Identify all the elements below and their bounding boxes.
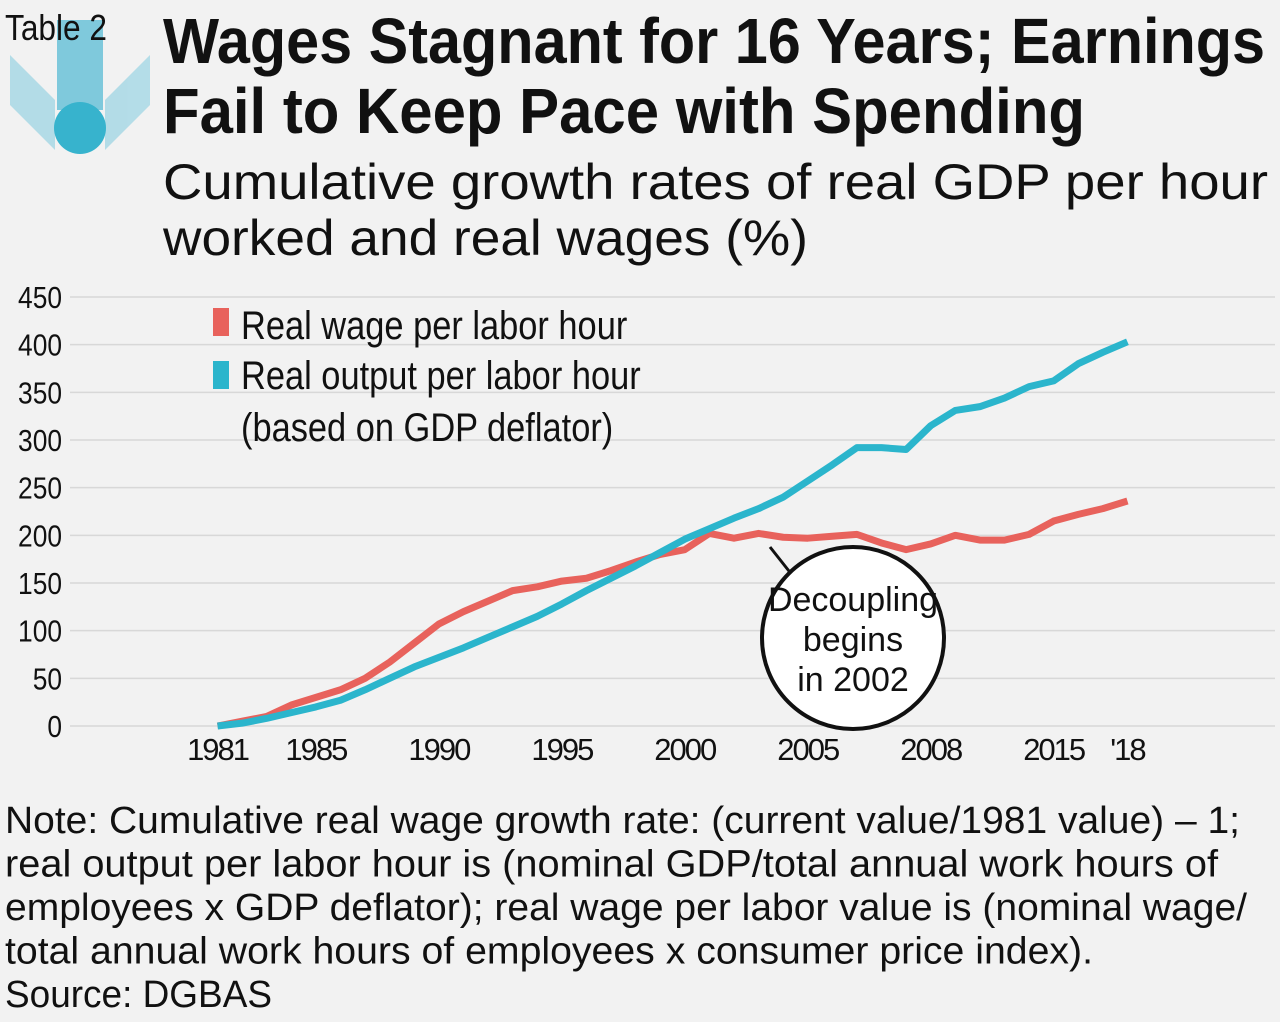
chart-subtitle: Cumulative growth rates of real GDP per … <box>163 154 1268 210</box>
logo-shape <box>54 102 106 154</box>
logo-shape <box>10 55 55 150</box>
x-tick-label: 1990 <box>408 732 471 767</box>
note: real output per labor hour is (nominal G… <box>5 844 1218 886</box>
annotation-circle <box>760 545 946 731</box>
y-tick-label: 150 <box>18 567 62 601</box>
legend-swatch <box>213 361 229 389</box>
x-tick-label: 2005 <box>777 732 839 767</box>
chart-title: Fail to Keep Pace with Spending <box>163 75 1085 147</box>
x-tick-label: 2008 <box>900 732 962 767</box>
legend-swatch <box>213 308 229 336</box>
legend-label: Real output per labor hour (based on GDP… <box>241 354 641 450</box>
y-tick-label: 0 <box>47 710 62 744</box>
y-tick-label: 400 <box>18 329 62 363</box>
series-line <box>216 497 1129 730</box>
table-label: Table 2 <box>5 7 107 48</box>
x-tick-label: 1981 <box>187 732 249 767</box>
series-line <box>217 338 1129 730</box>
y-tick-label: 100 <box>18 615 62 649</box>
note: employees x GDP deflator); real wage per… <box>5 887 1247 929</box>
chart-title: Wages Stagnant for 16 Years; Earnings <box>163 5 1265 77</box>
note: total annual work hours of employees x c… <box>5 931 1093 973</box>
y-tick-label: 300 <box>18 424 62 458</box>
x-tick-label: 1985 <box>285 732 347 767</box>
y-tick-label: 50 <box>33 662 62 696</box>
note: Source: DGBAS <box>5 974 272 1016</box>
logo <box>10 20 150 154</box>
logo-shape <box>105 55 150 150</box>
x-tick-label: '18 <box>1110 732 1145 767</box>
y-tick-label: 350 <box>18 376 62 410</box>
annotation: Decoupling begins in 2002 <box>767 581 939 699</box>
y-tick-label: 250 <box>18 472 62 506</box>
x-tick-label: 2015 <box>1023 732 1085 767</box>
x-tick-label: 1995 <box>531 732 593 767</box>
chart-subtitle: worked and real wages (%) <box>162 210 808 266</box>
logo-shape <box>57 20 103 110</box>
x-tick-label: 2000 <box>654 732 717 767</box>
y-tick-label: 450 <box>18 281 62 315</box>
note: Note: Cumulative real wage growth rate: … <box>5 800 1240 842</box>
y-tick-label: 200 <box>18 519 62 553</box>
legend-label: Real wage per labor hour <box>241 304 628 348</box>
